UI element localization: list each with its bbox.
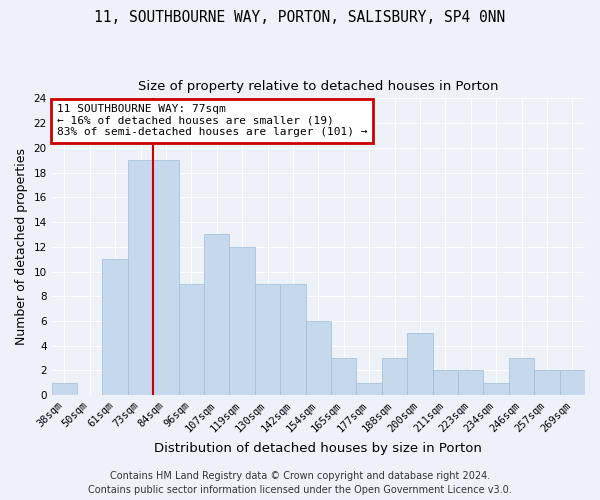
Bar [153, 160, 179, 395]
Bar [280, 284, 305, 395]
Bar [204, 234, 229, 395]
Bar [255, 284, 280, 395]
Bar [128, 160, 153, 395]
Bar [560, 370, 585, 395]
Bar [52, 383, 77, 395]
Text: 11 SOUTHBOURNE WAY: 77sqm
← 16% of detached houses are smaller (19)
83% of semi-: 11 SOUTHBOURNE WAY: 77sqm ← 16% of detac… [57, 104, 367, 138]
Bar [433, 370, 458, 395]
Bar [484, 383, 509, 395]
Bar [534, 370, 560, 395]
Text: Contains HM Land Registry data © Crown copyright and database right 2024.
Contai: Contains HM Land Registry data © Crown c… [88, 471, 512, 495]
X-axis label: Distribution of detached houses by size in Porton: Distribution of detached houses by size … [154, 442, 482, 455]
Title: Size of property relative to detached houses in Porton: Size of property relative to detached ho… [138, 80, 499, 93]
Bar [331, 358, 356, 395]
Bar [509, 358, 534, 395]
Bar [458, 370, 484, 395]
Y-axis label: Number of detached properties: Number of detached properties [15, 148, 28, 346]
Bar [179, 284, 204, 395]
Text: 11, SOUTHBOURNE WAY, PORTON, SALISBURY, SP4 0NN: 11, SOUTHBOURNE WAY, PORTON, SALISBURY, … [94, 10, 506, 25]
Bar [229, 247, 255, 395]
Bar [382, 358, 407, 395]
Bar [103, 259, 128, 395]
Bar [407, 334, 433, 395]
Bar [356, 383, 382, 395]
Bar [305, 321, 331, 395]
